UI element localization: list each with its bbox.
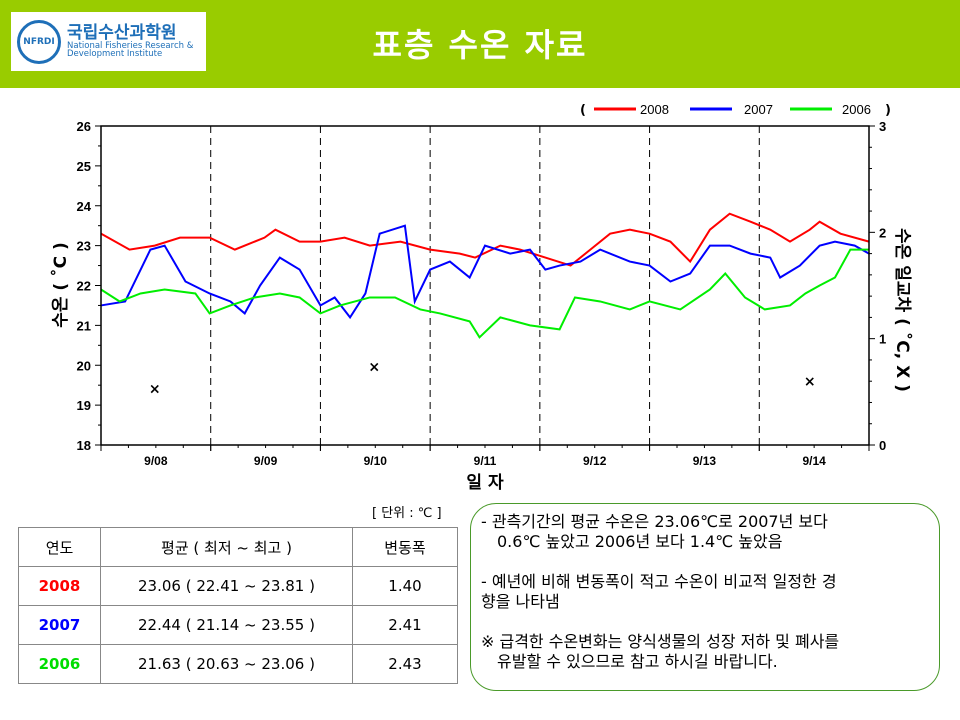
x-tick-label: 9/08	[144, 454, 168, 468]
x-tick-label: 9/13	[693, 454, 717, 468]
logo-english-1: National Fisheries Research &	[67, 40, 194, 51]
series-line-2007	[100, 224, 870, 320]
year-cell: 2007	[18, 605, 101, 645]
range-marker: ×	[368, 359, 380, 375]
legend-label: 2007	[744, 102, 773, 117]
y2-tick-label: 3	[879, 119, 886, 134]
note-3a: ※ 급격한 수온변화는 양식생물의 성장 저하 및 폐사를	[481, 632, 840, 651]
y-tick-label: 24	[77, 199, 92, 214]
table-row: 2008 23.06 ( 22.41 ~ 23.81 ) 1.40	[18, 566, 458, 606]
year-cell: 2008	[18, 566, 101, 606]
note-1b: 0.6℃ 높았고 2006년 보다 1.4℃ 높았음	[497, 532, 783, 551]
logo-english-2: Development Institute	[67, 49, 163, 59]
y-tick-label: 19	[77, 398, 91, 413]
x-tick-label: 9/09	[254, 454, 278, 468]
y-axis-label: 수온 ( ˚C )	[49, 242, 71, 328]
series-line-2006	[100, 248, 869, 339]
table-row: 2007 22.44 ( 21.14 ~ 23.55 ) 2.41	[18, 605, 458, 645]
x-tick-label: 9/14	[802, 454, 826, 468]
header-year: 연도	[18, 527, 101, 567]
y-tick-label: 20	[77, 358, 91, 373]
x-tick-label: 9/12	[583, 454, 607, 468]
range-marker: ×	[804, 374, 816, 390]
note-1a: - 관측기간의 평균 수온은 23.06℃로 2007년 보다	[481, 512, 828, 531]
year-cell: 2006	[18, 644, 101, 684]
y2-tick-label: 2	[879, 225, 886, 240]
legend-open: (	[580, 103, 586, 118]
y-tick-label: 21	[77, 318, 91, 333]
series-line-2008	[100, 212, 870, 267]
y-tick-label: 25	[77, 159, 91, 174]
header-range: 변동폭	[352, 527, 458, 567]
x-tick-label: 9/11	[474, 454, 497, 468]
range-cell: 2.41	[352, 605, 458, 645]
range-cell: 1.40	[352, 566, 458, 606]
plot-frame	[100, 125, 870, 446]
unit-label: [ 단위 : ℃ ]	[372, 506, 442, 521]
page-title: 표층 수온 자료	[372, 26, 588, 64]
table-row: 2006 21.63 ( 20.63 ~ 23.06 ) 2.43	[18, 644, 458, 684]
range-cell: 2.43	[352, 644, 458, 684]
y-tick-label: 26	[77, 119, 91, 134]
y2-axis-label: 수온 일교차 ( ˚C, X )	[892, 228, 914, 392]
y-tick-label: 22	[77, 279, 91, 294]
legend-label: 2006	[842, 102, 871, 117]
avg-cell: 23.06 ( 22.41 ~ 23.81 )	[100, 566, 353, 606]
note-2b: 향을 나타냄	[481, 592, 560, 611]
header-average: 평균 ( 최저 ~ 최고 )	[100, 527, 353, 567]
header-bar: NFRDI 국립수산과학원 National Fisheries Researc…	[0, 0, 960, 88]
logo-seal: NFRDI	[17, 19, 61, 64]
x-axis-label: 일 자	[466, 473, 504, 493]
notes-box: - 관측기간의 평균 수온은 23.06℃로 2007년 보다 0.6℃ 높았고 …	[470, 503, 940, 691]
logo-korean: 국립수산과학원	[67, 22, 177, 43]
legend-close: )	[885, 103, 891, 118]
legend-label: 2008	[640, 102, 669, 117]
table-header-row: 연도 평균 ( 최저 ~ 최고 ) 변동폭	[18, 527, 458, 567]
y2-tick-label: 0	[879, 438, 886, 453]
y-tick-label: 18	[77, 438, 91, 453]
y-tick-label: 23	[77, 239, 91, 254]
logo: NFRDI 국립수산과학원 National Fisheries Researc…	[11, 12, 206, 71]
range-marker: ×	[149, 382, 161, 398]
avg-cell: 22.44 ( 21.14 ~ 23.55 )	[100, 605, 353, 645]
note-3b: 유발할 수 있으므로 참고 하시길 바랍니다.	[497, 652, 778, 671]
stats-table: 연도 평균 ( 최저 ~ 최고 ) 변동폭 2008 23.06 ( 22.41 …	[18, 527, 458, 684]
y2-tick-label: 1	[879, 332, 886, 347]
note-2a: - 예년에 비해 변동폭이 적고 수온이 비교적 일정한 경	[481, 572, 837, 591]
avg-cell: 21.63 ( 20.63 ~ 23.06 )	[100, 644, 353, 684]
x-tick-label: 9/10	[364, 454, 388, 468]
